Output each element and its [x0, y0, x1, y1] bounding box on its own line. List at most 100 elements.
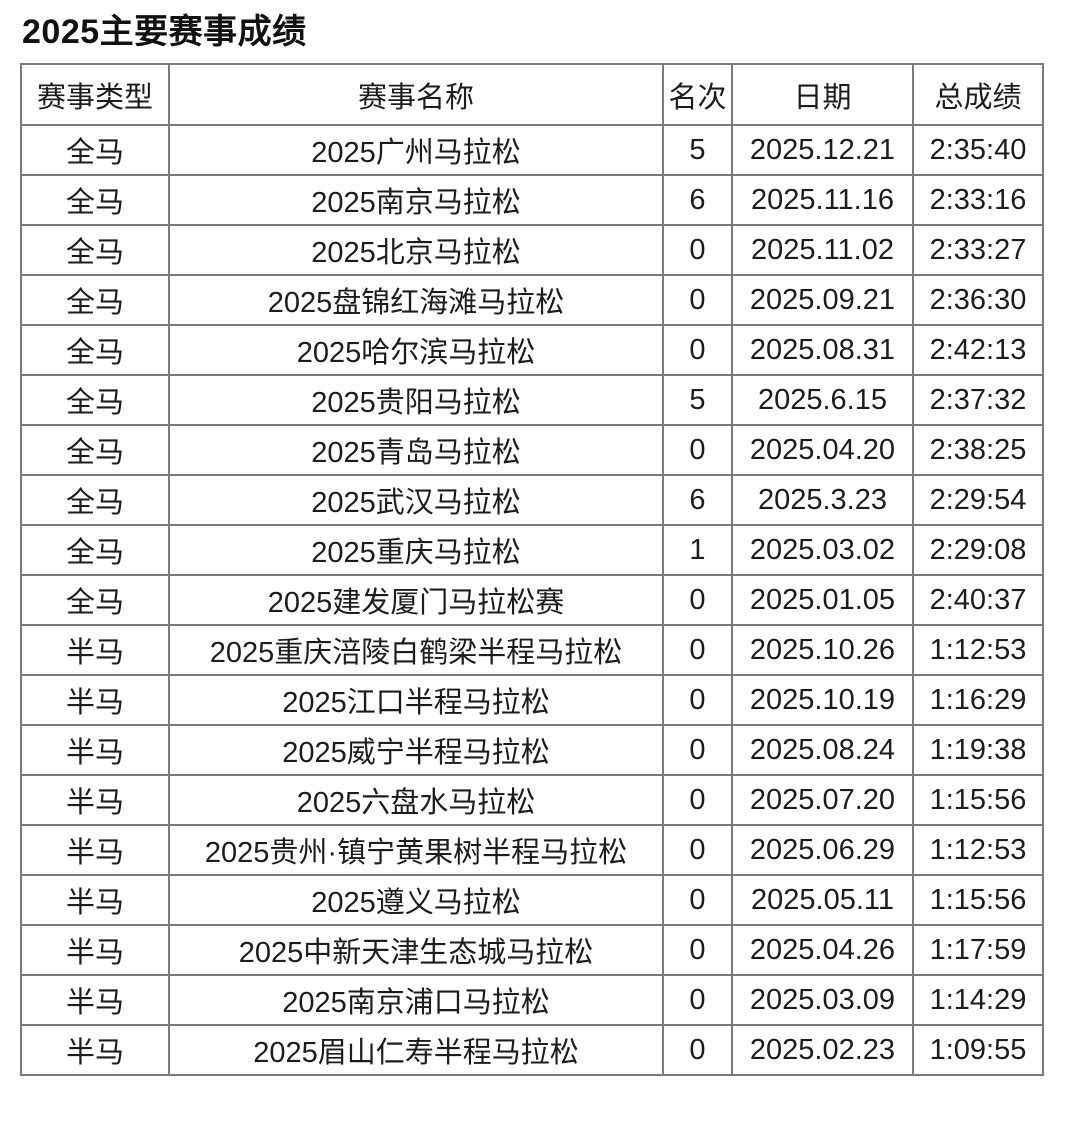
- column-header-3: 名次: [662, 63, 733, 126]
- table-row: 全马 2025重庆马拉松 1 2025.03.02 2:29:08: [20, 524, 1044, 576]
- cell-race-name: 2025青岛马拉松: [168, 424, 664, 476]
- page-title: 2025主要赛事成绩: [22, 13, 307, 51]
- cell-race-name: 2025眉山仁寿半程马拉松: [168, 1024, 664, 1076]
- cell-rank: 0: [662, 674, 733, 726]
- cell-total-time: 2:36:30: [912, 274, 1044, 326]
- cell-race-type: 全马: [20, 224, 170, 276]
- cell-total-time: 2:40:37: [912, 574, 1044, 626]
- cell-race-name: 2025武汉马拉松: [168, 474, 664, 526]
- cell-rank: 5: [662, 124, 733, 176]
- cell-race-type: 全马: [20, 524, 170, 576]
- cell-date: 2025.10.26: [731, 624, 914, 676]
- cell-rank: 0: [662, 574, 733, 626]
- cell-race-name: 2025南京马拉松: [168, 174, 664, 226]
- cell-race-name: 2025威宁半程马拉松: [168, 724, 664, 776]
- table-header: 赛事类型 赛事名称 名次 日期 总成绩: [20, 63, 1044, 126]
- cell-race-name: 2025遵义马拉松: [168, 874, 664, 926]
- cell-total-time: 1:15:56: [912, 874, 1044, 926]
- table-row: 全马 2025南京马拉松 6 2025.11.16 2:33:16: [20, 174, 1044, 226]
- cell-total-time: 1:12:53: [912, 824, 1044, 876]
- table-row: 半马 2025六盘水马拉松 0 2025.07.20 1:15:56: [20, 774, 1044, 826]
- cell-race-type: 半马: [20, 824, 170, 876]
- table-row: 半马 2025中新天津生态城马拉松 0 2025.04.26 1:17:59: [20, 924, 1044, 976]
- cell-race-type: 半马: [20, 974, 170, 1026]
- cell-date: 2025.01.05: [731, 574, 914, 626]
- cell-race-name: 2025哈尔滨马拉松: [168, 324, 664, 376]
- cell-race-name: 2025贵州·镇宁黄果树半程马拉松: [168, 824, 664, 876]
- cell-date: 2025.03.09: [731, 974, 914, 1026]
- table-row: 全马 2025哈尔滨马拉松 0 2025.08.31 2:42:13: [20, 324, 1044, 376]
- page: 2025主要赛事成绩 赛事类型 赛事名称 名次 日期 总成绩 全马 2025广州马拉松 5 2…: [20, 13, 1044, 1076]
- cell-date: 2025.11.02: [731, 224, 914, 276]
- cell-date: 2025.08.24: [731, 724, 914, 776]
- cell-date: 2025.04.26: [731, 924, 914, 976]
- cell-race-type: 半马: [20, 624, 170, 676]
- table-row: 全马 2025贵阳马拉松 5 2025.6.15 2:37:32: [20, 374, 1044, 426]
- cell-race-type: 半马: [20, 924, 170, 976]
- table-row: 全马 2025青岛马拉松 0 2025.04.20 2:38:25: [20, 424, 1044, 476]
- column-header-4: 日期: [731, 63, 914, 126]
- cell-date: 2025.06.29: [731, 824, 914, 876]
- cell-race-name: 2025中新天津生态城马拉松: [168, 924, 664, 976]
- cell-date: 2025.02.23: [731, 1024, 914, 1076]
- cell-total-time: 2:29:54: [912, 474, 1044, 526]
- cell-rank: 0: [662, 624, 733, 676]
- cell-race-name: 2025重庆马拉松: [168, 524, 664, 576]
- cell-race-type: 全马: [20, 274, 170, 326]
- cell-race-type: 半马: [20, 874, 170, 926]
- cell-race-name: 2025重庆涪陵白鹤梁半程马拉松: [168, 624, 664, 676]
- cell-race-type: 半马: [20, 724, 170, 776]
- cell-rank: 0: [662, 224, 733, 276]
- cell-date: 2025.3.23: [731, 474, 914, 526]
- cell-date: 2025.03.02: [731, 524, 914, 576]
- cell-date: 2025.05.11: [731, 874, 914, 926]
- cell-total-time: 2:37:32: [912, 374, 1044, 426]
- header-row: 赛事类型 赛事名称 名次 日期 总成绩: [20, 63, 1044, 126]
- cell-race-type: 全马: [20, 174, 170, 226]
- cell-date: 2025.04.20: [731, 424, 914, 476]
- cell-rank: 0: [662, 1024, 733, 1076]
- table-row: 全马 2025广州马拉松 5 2025.12.21 2:35:40: [20, 124, 1044, 176]
- cell-rank: 0: [662, 724, 733, 776]
- cell-total-time: 2:33:16: [912, 174, 1044, 226]
- cell-rank: 0: [662, 774, 733, 826]
- cell-race-type: 全马: [20, 574, 170, 626]
- cell-total-time: 2:29:08: [912, 524, 1044, 576]
- cell-total-time: 1:19:38: [912, 724, 1044, 776]
- cell-date: 2025.10.19: [731, 674, 914, 726]
- table-row: 半马 2025眉山仁寿半程马拉松 0 2025.02.23 1:09:55: [20, 1024, 1044, 1076]
- table-row: 全马 2025盘锦红海滩马拉松 0 2025.09.21 2:36:30: [20, 274, 1044, 326]
- cell-race-type: 半马: [20, 774, 170, 826]
- table-row: 全马 2025建发厦门马拉松赛 0 2025.01.05 2:40:37: [20, 574, 1044, 626]
- table-row: 半马 2025威宁半程马拉松 0 2025.08.24 1:19:38: [20, 724, 1044, 776]
- table-row: 半马 2025贵州·镇宁黄果树半程马拉松 0 2025.06.29 1:12:53: [20, 824, 1044, 876]
- table-body: 全马 2025广州马拉松 5 2025.12.21 2:35:40 全马 2025南京马拉松…: [20, 124, 1044, 1076]
- cell-race-name: 2025建发厦门马拉松赛: [168, 574, 664, 626]
- cell-race-type: 全马: [20, 474, 170, 526]
- cell-total-time: 1:14:29: [912, 974, 1044, 1026]
- cell-total-time: 2:33:27: [912, 224, 1044, 276]
- cell-rank: 0: [662, 324, 733, 376]
- table-row: 半马 2025遵义马拉松 0 2025.05.11 1:15:56: [20, 874, 1044, 926]
- cell-total-time: 2:42:13: [912, 324, 1044, 376]
- results-table: 赛事类型 赛事名称 名次 日期 总成绩 全马 2025广州马拉松 5 2025.12.21 2:…: [20, 63, 1044, 1076]
- cell-rank: 5: [662, 374, 733, 426]
- cell-rank: 0: [662, 874, 733, 926]
- cell-total-time: 1:12:53: [912, 624, 1044, 676]
- cell-rank: 0: [662, 824, 733, 876]
- cell-race-type: 全马: [20, 324, 170, 376]
- cell-total-time: 1:15:56: [912, 774, 1044, 826]
- table-row: 半马 2025江口半程马拉松 0 2025.10.19 1:16:29: [20, 674, 1044, 726]
- cell-race-name: 2025盘锦红海滩马拉松: [168, 274, 664, 326]
- cell-rank: 0: [662, 974, 733, 1026]
- cell-race-name: 2025广州马拉松: [168, 124, 664, 176]
- cell-race-name: 2025江口半程马拉松: [168, 674, 664, 726]
- cell-rank: 6: [662, 174, 733, 226]
- cell-rank: 0: [662, 274, 733, 326]
- cell-date: 2025.11.16: [731, 174, 914, 226]
- cell-date: 2025.08.31: [731, 324, 914, 376]
- cell-date: 2025.07.20: [731, 774, 914, 826]
- cell-date: 2025.09.21: [731, 274, 914, 326]
- cell-race-type: 全马: [20, 124, 170, 176]
- cell-race-name: 2025南京浦口马拉松: [168, 974, 664, 1026]
